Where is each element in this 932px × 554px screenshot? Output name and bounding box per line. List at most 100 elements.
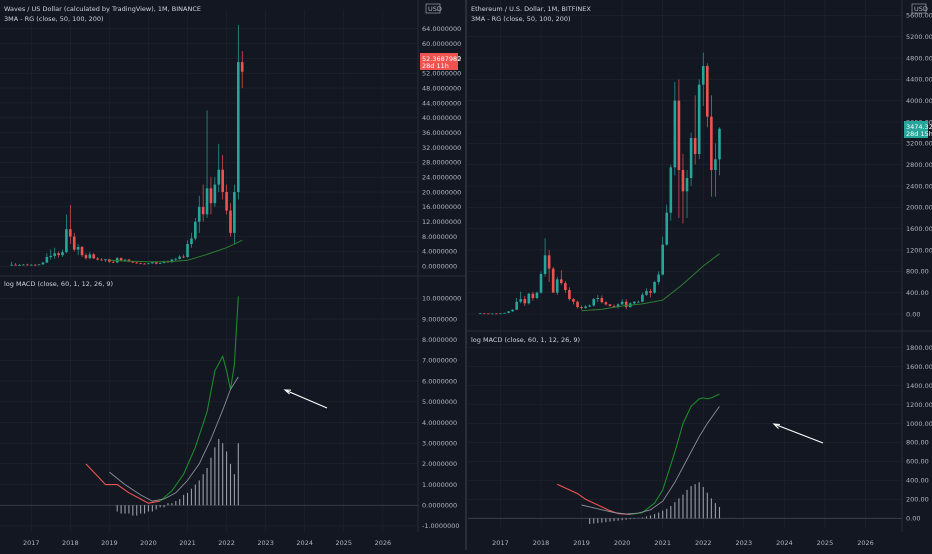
price-axis-tick-label: 1200.00 — [906, 246, 932, 254]
candle-body — [718, 128, 721, 160]
eth-annotation-arrow[interactable] — [773, 423, 824, 444]
candle-body — [186, 244, 189, 258]
time-axis-tick-label: 2021 — [654, 539, 671, 547]
candle-body — [108, 259, 111, 262]
candle-body — [197, 206, 201, 222]
macd-axis-tick-label: 0.0000000 — [422, 502, 457, 510]
waves-currency-badge-text: USD — [428, 5, 442, 13]
candle-body — [22, 264, 25, 266]
macd-axis-tick-label: 6.0000000 — [422, 377, 457, 385]
time-axis-tick-label: 2022 — [695, 539, 712, 547]
candle-body — [653, 282, 656, 293]
price-axis-tick-label: 12.0000000 — [422, 218, 461, 226]
eth-indicator-label[interactable]: 3MA - RG (close, 50, 100, 200) — [471, 15, 571, 23]
candle-body — [604, 302, 608, 305]
candle-body — [608, 304, 612, 306]
price-axis-tick-label: 5600.00 — [906, 12, 932, 20]
candle-body — [559, 279, 563, 284]
price-axis-tick-label: 16.0000000 — [422, 203, 461, 211]
candle-body — [539, 274, 543, 293]
waves-price-tag — [420, 53, 458, 70]
eth-price-grid — [468, 0, 902, 528]
eth-price-tag — [904, 121, 928, 138]
time-axis-tick-label: 2017 — [23, 539, 40, 547]
candle-body — [240, 62, 244, 72]
moving-average-line — [109, 239, 243, 263]
candle-body — [123, 259, 127, 261]
price-axis-tick-label: 4000.00 — [906, 97, 932, 105]
candle-body — [515, 301, 518, 310]
time-axis-tick-label: 2023 — [257, 539, 274, 547]
candle-body — [503, 312, 506, 314]
candle-body — [217, 169, 221, 185]
macd-axis-tick-label: -1.0000000 — [422, 522, 460, 530]
candle-body — [49, 255, 53, 258]
price-axis-tick-label: 4800.00 — [906, 54, 932, 62]
macd-axis-tick-label: 10.0000000 — [422, 295, 461, 303]
waves-macd-grid — [0, 298, 418, 527]
waves-macd-label[interactable]: log MACD (close, 60, 1, 12, 26, 9) — [4, 280, 113, 288]
waves-indicator-label[interactable]: 3MA - RG (close, 50, 100, 200) — [4, 15, 104, 23]
price-axis-tick-label: 28.0000000 — [422, 159, 461, 167]
candle-body — [564, 283, 567, 290]
candle-body — [201, 206, 205, 215]
macd-axis-tick-label: 9.0000000 — [422, 315, 457, 323]
macd-line-bearish — [85, 463, 161, 504]
time-axis-tick-label: 2018 — [533, 539, 550, 547]
candle-body — [80, 246, 84, 256]
eth-macd-axis: 1800.00 1600.00 1400.00 1200.00 1000.00 800.0… — [906, 344, 932, 523]
candle-body — [685, 178, 689, 192]
candle-body — [710, 116, 713, 170]
candle-body — [37, 264, 41, 266]
candle-body — [600, 298, 604, 303]
candle-body — [190, 238, 193, 245]
candle-body — [131, 261, 135, 263]
time-axis-tick-label: 2024 — [776, 539, 793, 547]
waves-currency-badge[interactable] — [425, 3, 441, 14]
price-axis-tick-label: 4400.00 — [906, 76, 932, 84]
eth-price-tag-value: 3474.32 — [906, 123, 932, 131]
candle-body — [45, 257, 49, 263]
candle-body — [41, 262, 45, 265]
candle-body — [531, 293, 535, 298]
macd-axis-tick-label: 600.00 — [906, 458, 929, 466]
macd-axis-tick-label: 1400.00 — [906, 382, 932, 390]
waves-chart-title: Waves / US Dollar (calculated by Trading… — [4, 5, 201, 13]
waves-annotation-arrow[interactable] — [284, 389, 328, 409]
candle-body — [576, 301, 579, 308]
waves-macd-series — [85, 296, 239, 516]
price-axis-tick-label: 800.00 — [906, 268, 929, 276]
candle-body — [543, 255, 547, 274]
candle-body — [669, 167, 673, 213]
macd-axis-tick-label: 800.00 — [906, 439, 929, 447]
candle-body — [714, 159, 717, 170]
candle-body — [96, 258, 99, 260]
waves-macd-axis: 10.0000000 9.0000000 8.0000000 7.0000000 6.0… — [422, 295, 461, 531]
eth-macd-label[interactable]: log MACD (close, 60, 1, 12, 26, 9) — [471, 336, 580, 344]
candle-body — [33, 264, 37, 266]
candle-body — [229, 210, 232, 233]
candle-body — [555, 279, 559, 293]
price-axis-tick-label: 40.0000000 — [422, 114, 461, 122]
candle-body — [170, 259, 174, 263]
price-axis-tick-label: 0.0000000 — [422, 263, 457, 271]
candle-body — [205, 188, 209, 215]
time-axis-tick-label: 2022 — [218, 539, 235, 547]
candle-body — [236, 62, 240, 193]
candle-body — [588, 305, 591, 307]
candle-body — [111, 261, 115, 263]
candle-body — [233, 192, 236, 233]
price-axis-tick-label: 2400.00 — [906, 182, 932, 190]
macd-axis-tick-label: 5.0000000 — [422, 398, 457, 406]
eth-chart-panel[interactable]: 5600.005200.004800.004400.004000.003600.… — [466, 0, 932, 547]
macd-axis-tick-label: 4.0000000 — [422, 419, 457, 427]
macd-line-bullish — [630, 393, 720, 516]
eth-currency-badge[interactable] — [911, 3, 927, 14]
candle-body — [706, 66, 709, 117]
candle-body — [100, 259, 103, 261]
macd-axis-tick-label: 1000.00 — [906, 420, 932, 428]
candle-body — [661, 244, 664, 275]
waves-chart-panel[interactable]: 64.000000060.000000056.000000052.0000000… — [0, 0, 466, 547]
candle-body — [511, 309, 514, 312]
